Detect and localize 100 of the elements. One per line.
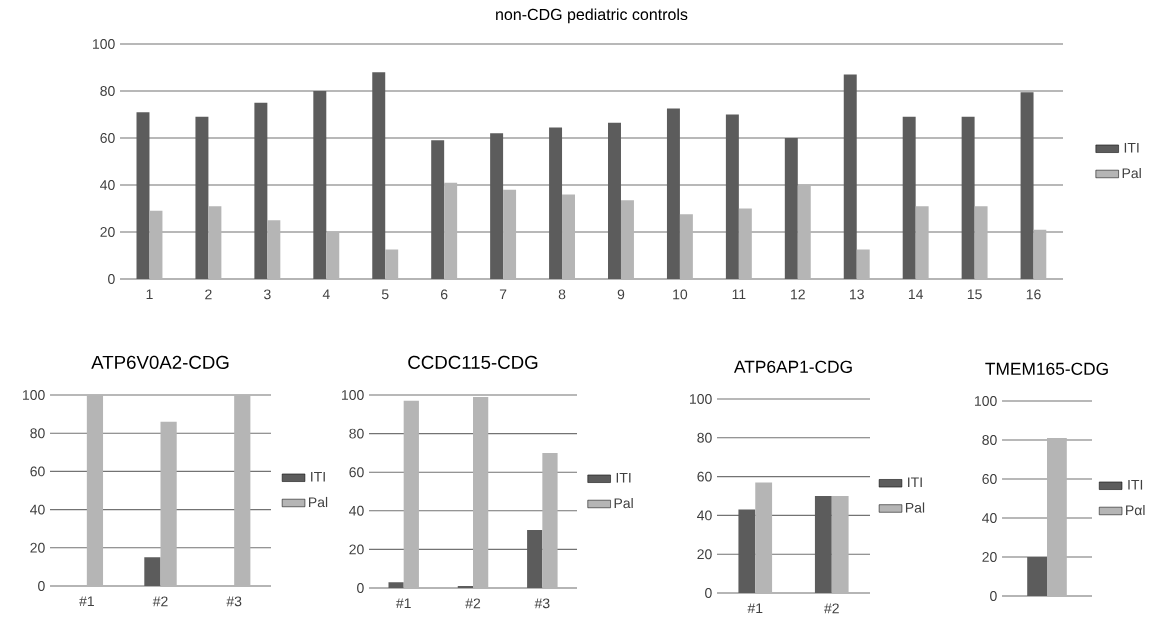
bar bbox=[797, 185, 811, 279]
y-tick-label: 80 bbox=[100, 86, 115, 96]
y-tick-label: 40 bbox=[982, 513, 997, 523]
x-tick-label: 5 bbox=[381, 289, 389, 300]
bar bbox=[136, 112, 150, 279]
bar bbox=[372, 72, 386, 279]
bar bbox=[784, 138, 798, 279]
chart-title: non-CDG pediatric controls bbox=[496, 8, 688, 24]
bar bbox=[549, 127, 563, 279]
y-tick-label: 0 bbox=[108, 274, 115, 284]
y-tick-label: 60 bbox=[697, 471, 712, 482]
bar bbox=[385, 249, 399, 279]
y-tick-label: 60 bbox=[100, 133, 115, 143]
legend-label: Pal bbox=[309, 496, 328, 508]
x-tick-label: 11 bbox=[732, 289, 746, 300]
y-tick-label: 20 bbox=[982, 552, 997, 562]
y-tick-label: 60 bbox=[349, 467, 364, 478]
bar bbox=[160, 421, 177, 586]
x-tick-label: 7 bbox=[499, 289, 507, 300]
bar bbox=[542, 452, 558, 588]
legend-label: ITI bbox=[908, 477, 922, 488]
x-tick-label: #3 bbox=[534, 598, 550, 609]
x-tick-label: 9 bbox=[617, 289, 625, 300]
bar bbox=[490, 133, 504, 279]
y-tick-label: 80 bbox=[349, 428, 364, 439]
bar bbox=[902, 116, 916, 279]
bar bbox=[444, 182, 458, 279]
bar bbox=[234, 395, 251, 586]
bar bbox=[974, 206, 988, 279]
y-tick-label: 100 bbox=[690, 394, 712, 404]
bar bbox=[1033, 229, 1047, 279]
bar bbox=[738, 208, 752, 279]
bar bbox=[843, 74, 857, 279]
bar bbox=[86, 395, 104, 586]
chart-title: ATP6AP1-CDG bbox=[733, 360, 852, 373]
x-tick-label: 13 bbox=[850, 289, 864, 300]
bar bbox=[608, 122, 621, 279]
x-tick-label: 2 bbox=[205, 289, 212, 300]
bar bbox=[856, 249, 870, 279]
legend-label: Pαl bbox=[1126, 504, 1145, 516]
y-tick-label: 100 bbox=[23, 390, 45, 400]
y-tick-label: 40 bbox=[349, 505, 364, 516]
legend-label: ITI bbox=[311, 471, 325, 482]
bar bbox=[503, 189, 517, 279]
bar bbox=[831, 496, 849, 593]
bar bbox=[755, 482, 773, 593]
legend-label: Pal bbox=[1122, 167, 1141, 179]
x-tick-label: 4 bbox=[322, 289, 330, 300]
y-tick-label: 100 bbox=[975, 396, 997, 406]
x-tick-label: #1 bbox=[395, 598, 411, 609]
bar bbox=[267, 220, 281, 279]
y-tick-label: 60 bbox=[982, 474, 997, 484]
x-tick-label: 12 bbox=[791, 289, 805, 300]
legend-label: ITI bbox=[616, 472, 631, 483]
y-tick-label: 80 bbox=[982, 435, 997, 445]
legend-label: ITI bbox=[1128, 479, 1143, 490]
x-tick-label: 3 bbox=[263, 289, 271, 300]
bar bbox=[562, 194, 575, 279]
legend-label: ITI bbox=[1124, 142, 1139, 153]
y-tick-label: 0 bbox=[705, 588, 712, 598]
bar bbox=[431, 140, 445, 279]
bar bbox=[388, 582, 404, 588]
x-tick-label: 14 bbox=[908, 289, 924, 300]
y-tick-label: 20 bbox=[349, 544, 364, 555]
bar bbox=[403, 400, 419, 588]
chart-title: ATP6V0A2-CDG bbox=[91, 355, 229, 369]
y-tick-label: 0 bbox=[357, 583, 364, 593]
bar bbox=[666, 108, 680, 279]
y-tick-label: 0 bbox=[990, 591, 997, 601]
y-tick-label: 20 bbox=[30, 542, 45, 553]
y-tick-label: 80 bbox=[697, 432, 712, 443]
y-tick-label: 20 bbox=[100, 227, 115, 237]
y-tick-label: 20 bbox=[697, 549, 712, 560]
bar bbox=[254, 102, 268, 279]
x-tick-label: 6 bbox=[440, 289, 448, 300]
y-tick-label: 40 bbox=[100, 180, 115, 190]
x-tick-label: #2 bbox=[465, 598, 481, 609]
chart-title: TMEM165-CDG bbox=[985, 362, 1108, 375]
bar bbox=[814, 496, 832, 593]
bar bbox=[679, 214, 693, 279]
x-tick-label: #3 bbox=[226, 596, 242, 607]
y-tick-label: 40 bbox=[30, 504, 45, 515]
bar bbox=[144, 557, 161, 586]
legend-label: Pal bbox=[614, 497, 633, 509]
y-tick-label: 0 bbox=[38, 581, 45, 591]
bar bbox=[195, 116, 209, 279]
bar bbox=[620, 200, 634, 279]
x-tick-label: #2 bbox=[152, 596, 168, 607]
x-tick-label: 10 bbox=[673, 289, 688, 300]
x-tick-label: #2 bbox=[824, 603, 839, 614]
chart-title: CCDC115-CDG bbox=[408, 355, 538, 369]
x-tick-label: 15 bbox=[967, 289, 982, 300]
bar bbox=[208, 206, 222, 279]
y-tick-label: 40 bbox=[697, 510, 712, 521]
x-tick-label: #1 bbox=[747, 603, 763, 614]
legend-label: Pal bbox=[905, 502, 925, 513]
y-tick-label: 80 bbox=[30, 428, 45, 439]
y-tick-label: 100 bbox=[342, 390, 364, 400]
bar bbox=[738, 509, 756, 593]
y-tick-label: 60 bbox=[30, 466, 45, 477]
